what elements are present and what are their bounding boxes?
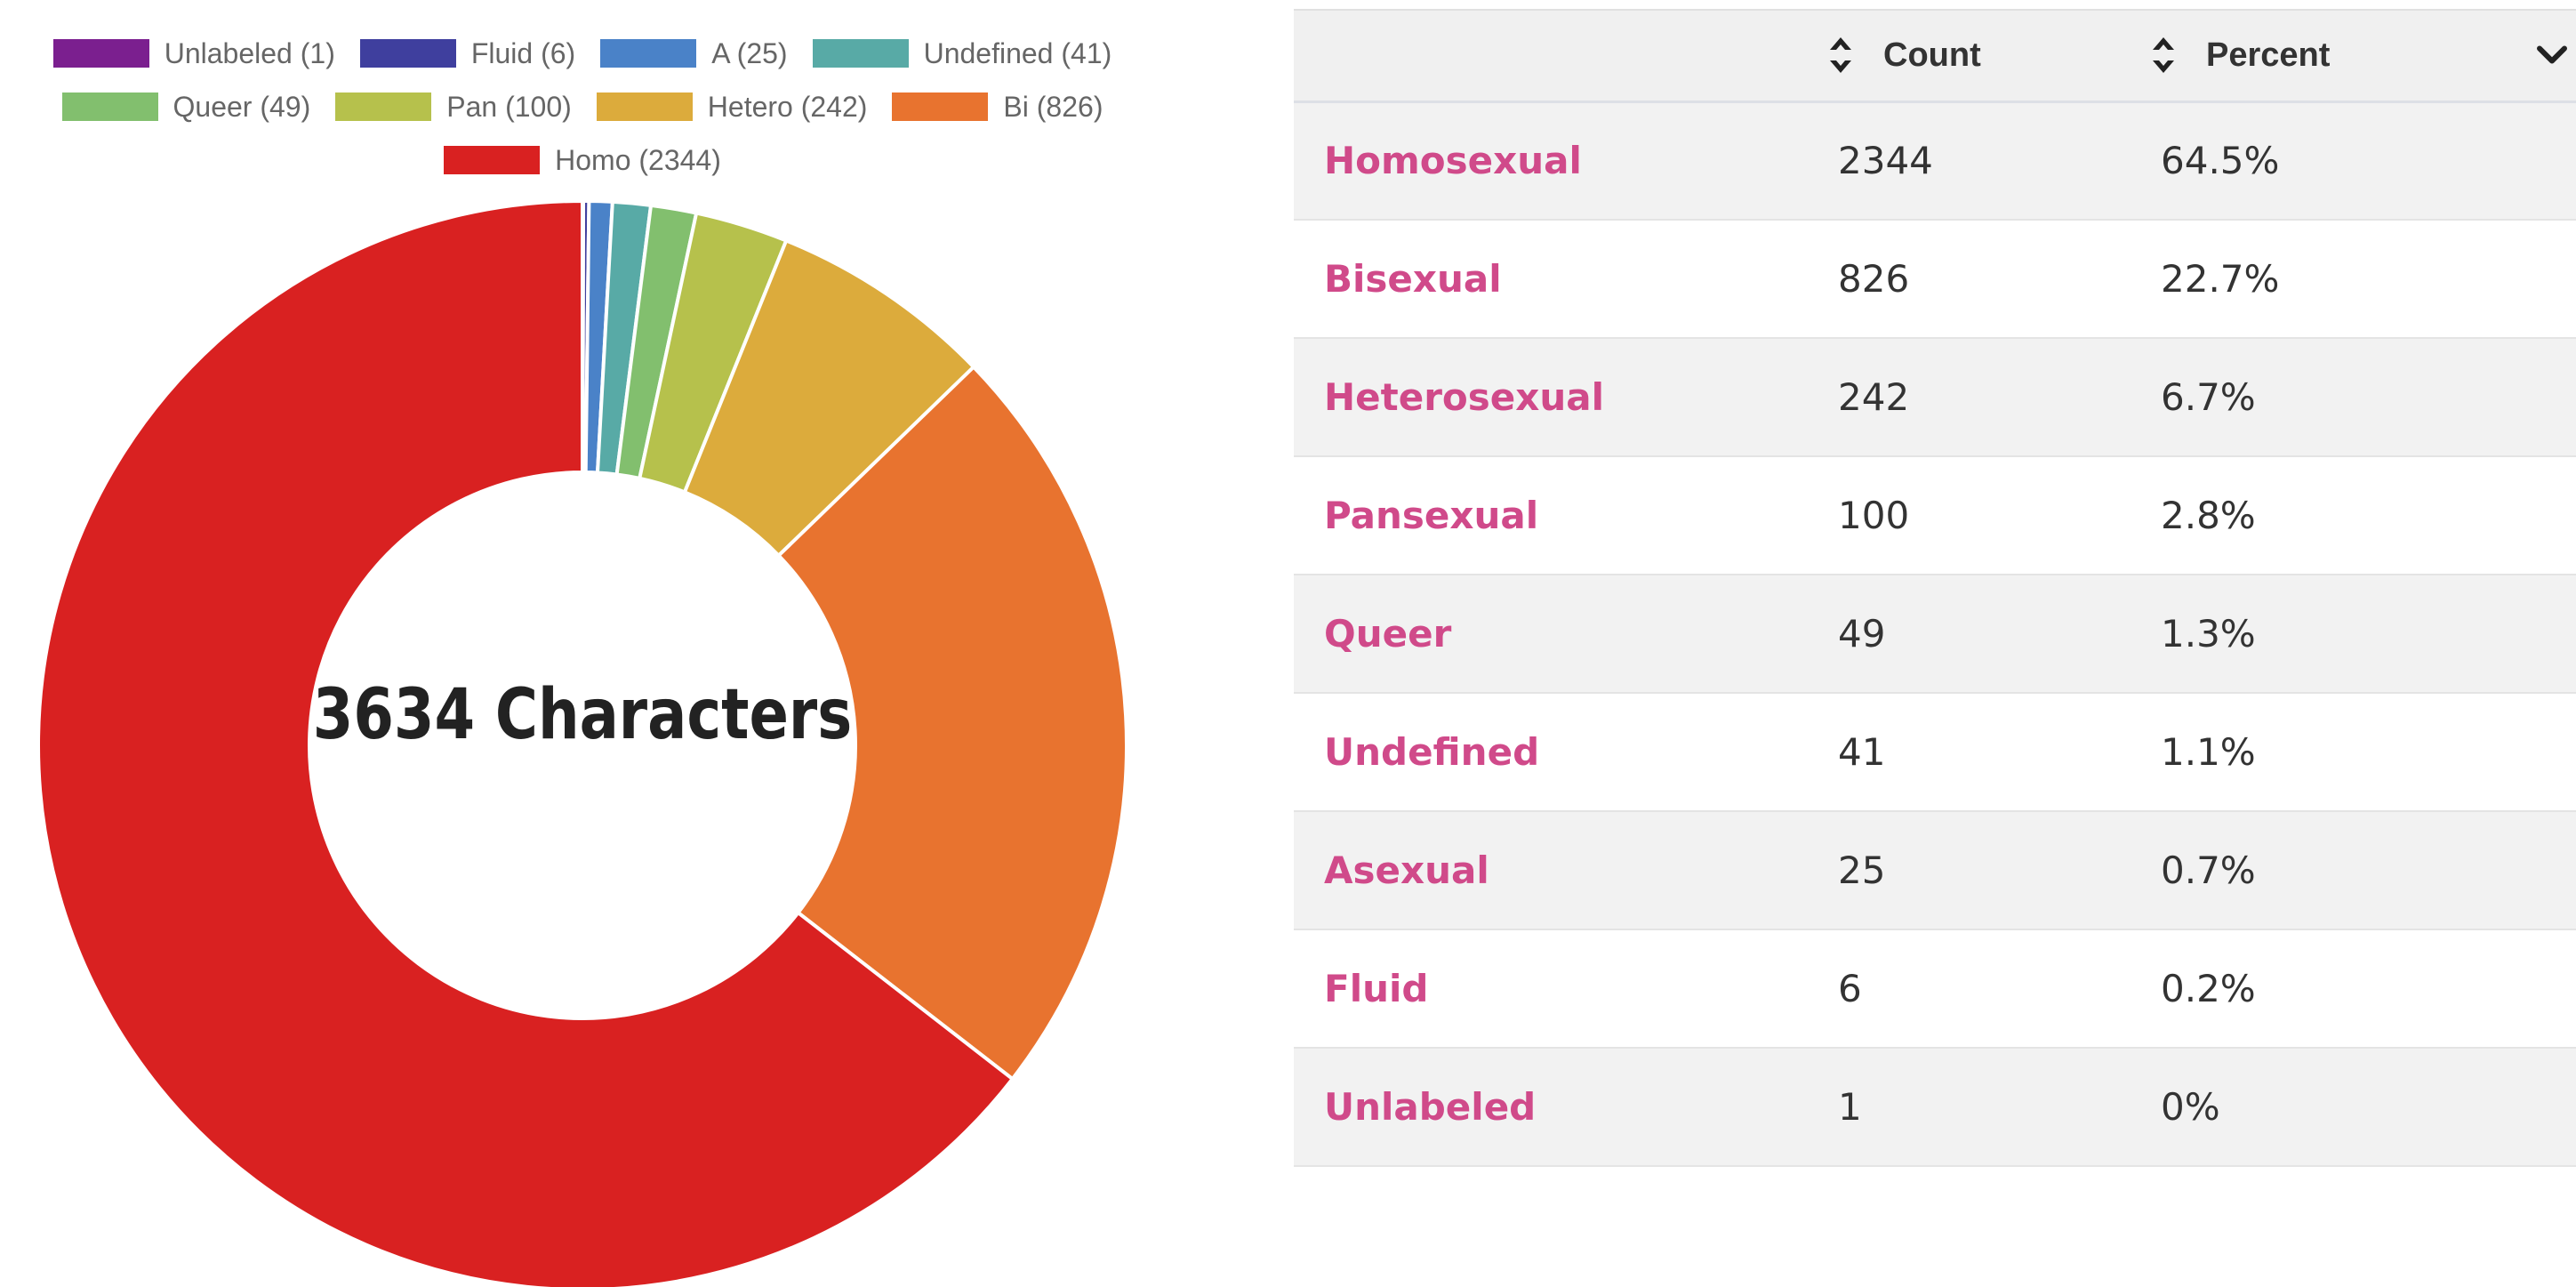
- count-cell: 41: [1838, 730, 1886, 774]
- legend-label: Pan (100): [446, 90, 572, 123]
- count-cell: 49: [1838, 612, 1886, 656]
- orientation-link[interactable]: Undefined: [1324, 730, 1540, 774]
- legend-item-unlabeled[interactable]: Unlabeled (1): [52, 36, 335, 70]
- name-cell: Undefined: [1294, 693, 1828, 811]
- legend-item-fluid[interactable]: Fluid (6): [359, 36, 576, 70]
- chevron-down-icon[interactable]: [2537, 36, 2567, 75]
- table-row: Unlabeled 1 0%: [1294, 1048, 2576, 1166]
- legend-swatch: [335, 93, 432, 121]
- orientation-link[interactable]: Bisexual: [1324, 257, 1502, 301]
- legend-swatch: [359, 39, 456, 68]
- orientation-link[interactable]: Unlabeled: [1324, 1085, 1537, 1129]
- legend-swatch: [892, 93, 989, 121]
- orientation-link[interactable]: Heterosexual: [1324, 375, 1604, 419]
- percent-cell: 22.7%: [2161, 257, 2280, 301]
- name-cell: Pansexual: [1294, 456, 1828, 575]
- orientation-link[interactable]: Asexual: [1324, 849, 1489, 892]
- table-row: Pansexual 100 2.8%: [1294, 456, 2576, 575]
- chart-legend: Unlabeled (1) Fluid (6) A (25) Undefined…: [0, 27, 1165, 187]
- legend-label: A (25): [711, 36, 788, 69]
- sort-icon[interactable]: [1828, 36, 1853, 75]
- name-cell: Bisexual: [1294, 220, 1828, 338]
- orientation-table: Count Percent: [1294, 9, 2576, 1167]
- legend-swatch: [596, 93, 693, 121]
- donut-slice-homo[interactable]: [36, 198, 1015, 1287]
- percent-column-header[interactable]: Percent: [2151, 10, 2576, 101]
- count-cell: 25: [1838, 849, 1886, 892]
- table-row: Queer 49 1.3%: [1294, 575, 2576, 693]
- percent-cell: 1.1%: [2161, 730, 2256, 774]
- legend-item-queer[interactable]: Queer (49): [61, 90, 311, 124]
- count-cell: 100: [1838, 494, 1910, 537]
- legend-item-undefined[interactable]: Undefined (41): [812, 36, 1112, 70]
- legend-label: Queer (49): [173, 90, 311, 123]
- table-row: Heterosexual 242 6.7%: [1294, 338, 2576, 456]
- legend-label: Fluid (6): [470, 36, 576, 69]
- name-column-header: [1294, 10, 1828, 101]
- count-cell: 2344: [1838, 139, 1933, 183]
- percent-cell: 64.5%: [2161, 139, 2280, 183]
- legend-swatch: [61, 93, 158, 121]
- table-row: Bisexual 826 22.7%: [1294, 220, 2576, 338]
- table-row: Fluid 6 0.2%: [1294, 929, 2576, 1048]
- donut-slice-bi[interactable]: [775, 364, 1128, 1082]
- percent-cell: 0%: [2161, 1085, 2220, 1129]
- legend-row-3: Homo (2344): [0, 133, 1165, 187]
- percent-cell: 0.7%: [2161, 849, 2256, 892]
- count-column-header[interactable]: Count: [1828, 10, 2151, 101]
- percent-cell: 0.2%: [2161, 967, 2256, 1010]
- percent-cell: 6.7%: [2161, 375, 2256, 419]
- legend-swatch: [52, 39, 149, 68]
- count-cell: 6: [1838, 967, 1862, 1010]
- count-cell: 242: [1838, 375, 1910, 419]
- legend-row-2: Queer (49) Pan (100) Hetero (242) Bi (82…: [0, 80, 1165, 133]
- name-cell: Queer: [1294, 575, 1828, 693]
- table-row: Undefined 41 1.1%: [1294, 693, 2576, 811]
- name-cell: Unlabeled: [1294, 1048, 1828, 1166]
- percent-header-label: Percent: [2206, 36, 2331, 74]
- center-label: 3634 Characters: [313, 673, 852, 754]
- percent-cell: 1.3%: [2161, 612, 2256, 656]
- legend-row-1: Unlabeled (1) Fluid (6) A (25) Undefined…: [0, 27, 1165, 80]
- count-header-label: Count: [1883, 36, 1981, 74]
- legend-item-asexual[interactable]: A (25): [600, 36, 788, 70]
- name-cell: Asexual: [1294, 811, 1828, 929]
- legend-swatch: [444, 146, 541, 174]
- legend-label: Hetero (242): [707, 90, 868, 123]
- percent-cell: 2.8%: [2161, 494, 2256, 537]
- legend-item-homo[interactable]: Homo (2344): [444, 144, 721, 177]
- count-cell: 1: [1838, 1085, 1862, 1129]
- count-cell: 826: [1838, 257, 1910, 301]
- orientation-link[interactable]: Queer: [1324, 612, 1452, 656]
- legend-item-bi[interactable]: Bi (826): [892, 91, 1103, 124]
- legend-item-hetero[interactable]: Hetero (242): [596, 90, 868, 124]
- legend-label: Homo (2344): [555, 143, 721, 176]
- table-row: Asexual 25 0.7%: [1294, 811, 2576, 929]
- orientation-link[interactable]: Fluid: [1324, 967, 1429, 1010]
- name-cell: Homosexual: [1294, 101, 1828, 220]
- table-header-row: Count Percent: [1294, 10, 2576, 101]
- legend-swatch: [812, 39, 909, 68]
- donut-slices: [36, 198, 1128, 1287]
- orientation-link[interactable]: Homosexual: [1324, 139, 1582, 183]
- legend-label: Bi (826): [1003, 90, 1103, 123]
- name-cell: Fluid: [1294, 929, 1828, 1048]
- legend-swatch: [600, 39, 697, 68]
- sort-icon[interactable]: [2151, 36, 2176, 75]
- legend-label: Unlabeled (1): [164, 36, 335, 69]
- legend-item-pan[interactable]: Pan (100): [335, 91, 572, 124]
- donut-chart: 3634 Characters: [36, 198, 1128, 1287]
- legend-label: Undefined (41): [923, 36, 1112, 69]
- name-cell: Heterosexual: [1294, 338, 1828, 456]
- orientation-link[interactable]: Pansexual: [1324, 494, 1539, 537]
- table-row: Homosexual 2344 64.5%: [1294, 101, 2576, 220]
